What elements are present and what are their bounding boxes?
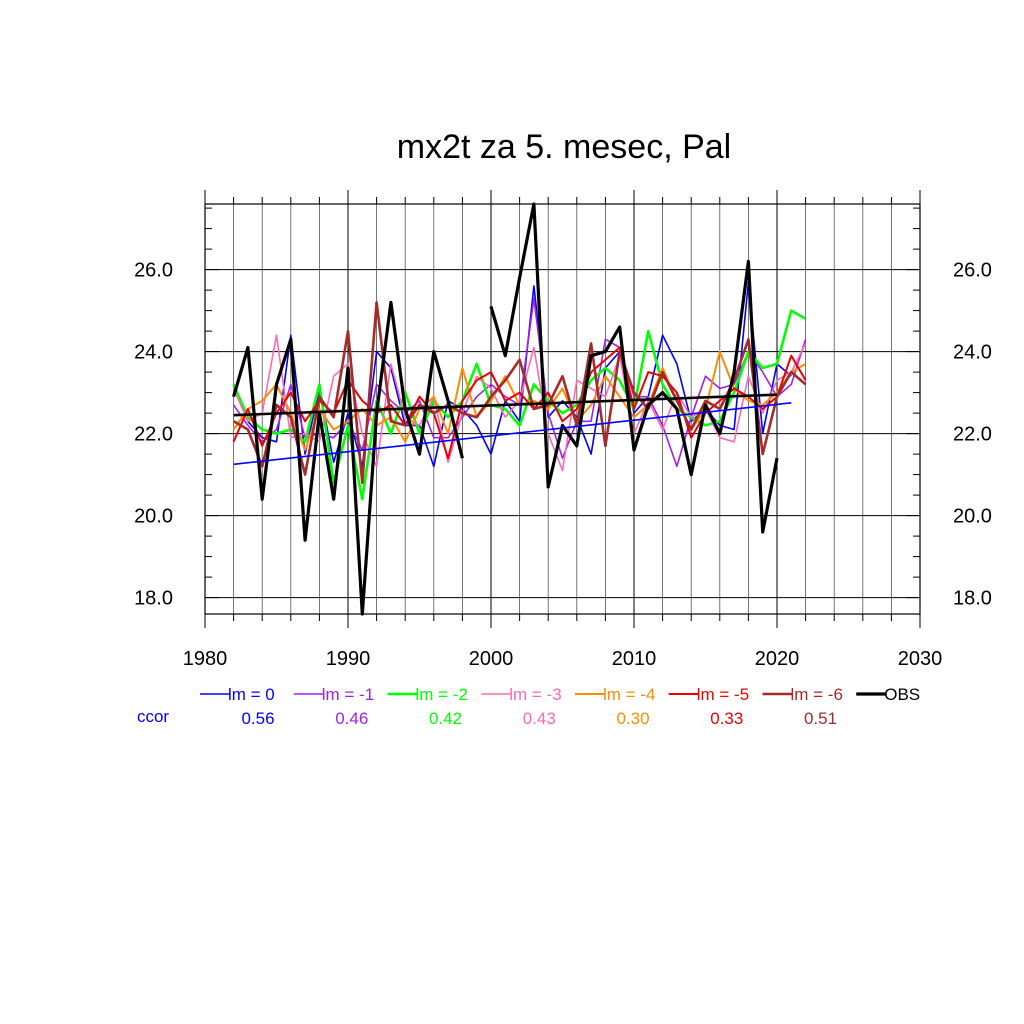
x-tick-label: 2010 — [612, 648, 657, 670]
axis-tick-labels: 1980 1990 2000 2010 2020 2030 18.0 18.0 20.0 20.0… — [134, 260, 992, 670]
x-tick-label: 2030 — [898, 648, 943, 670]
y-tick-label-left: 24.0 — [134, 342, 173, 364]
plot-border — [204, 203, 921, 615]
chart-title: mx2t za 5. mesec, Pal — [397, 128, 731, 166]
series-line-obs — [232, 202, 779, 616]
x-tick-label: 2000 — [469, 648, 514, 670]
ccor-value: 0.42 — [429, 709, 462, 728]
y-tick-label-right: 26.0 — [953, 260, 992, 282]
ccor-value: 0.33 — [710, 709, 743, 728]
legend-label: lm = 0 — [228, 685, 275, 704]
y-tick-label-left: 22.0 — [134, 424, 173, 446]
axis-ticks — [204, 190, 921, 628]
legend-label: lm = -2 — [416, 685, 468, 704]
ccor-value: 0.43 — [523, 709, 556, 728]
ccor-label: ccor — [137, 707, 169, 726]
y-tick-label-right: 18.0 — [953, 588, 992, 610]
x-tick-label: 2020 — [755, 648, 800, 670]
series-line-lm-3 — [232, 334, 807, 472]
trend-line-lm-0 — [233, 402, 792, 466]
trend-line-obs — [233, 393, 778, 417]
legend-label: lm = -5 — [697, 685, 749, 704]
y-tick-label-right: 22.0 — [953, 424, 992, 446]
legend-label: lm = -1 — [322, 685, 374, 704]
ccor-value: 0.46 — [335, 709, 368, 728]
ccor-value: 0.51 — [804, 709, 837, 728]
y-tick-label-left: 18.0 — [134, 588, 173, 610]
legend-label: lm = -3 — [509, 685, 561, 704]
trend-lines — [233, 393, 792, 466]
ccor-value: 0.30 — [616, 709, 649, 728]
series-line-lm-2 — [232, 309, 807, 501]
legend-label: lm = -4 — [603, 685, 655, 704]
y-tick-label-right: 24.0 — [953, 342, 992, 364]
legend-label: lm = -6 — [791, 685, 843, 704]
ccor-value: 0.56 — [241, 709, 274, 728]
x-tick-label: 1990 — [326, 648, 371, 670]
legend-label: OBS — [884, 685, 920, 704]
x-tick-label: 1980 — [183, 648, 228, 670]
y-tick-label-left: 26.0 — [134, 260, 173, 282]
y-tick-label-right: 20.0 — [953, 506, 992, 528]
legend: lm = 0 0.56 lm = -1 0.46 lm = -2 0.42 lm = -3 0… — [137, 685, 920, 728]
y-tick-label-left: 20.0 — [134, 506, 173, 528]
plot-frame — [204, 203, 921, 615]
